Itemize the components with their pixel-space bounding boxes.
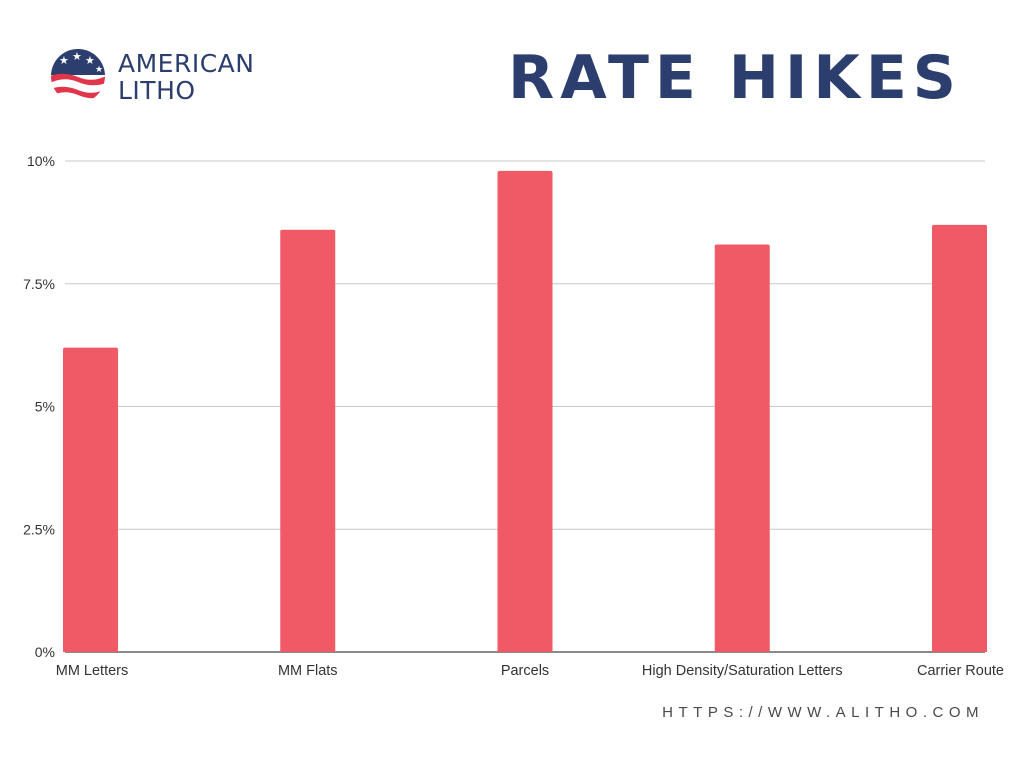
svg-text:★: ★ (59, 54, 69, 67)
y-tick-label: 2.5% (23, 521, 55, 537)
x-tick-label: MM Letters (56, 663, 129, 679)
svg-text:★: ★ (85, 54, 95, 67)
website-url: HTTPS://WWW.ALITHO.COM (662, 704, 984, 721)
rate-hikes-bar-chart: 0% 2.5% 5% 7.5% 10% MM Letters MM Flats Parcels… (23, 153, 1004, 679)
x-tick-label: MM Flats (278, 663, 338, 679)
x-tick-label: High Density/Saturation Letters (642, 663, 843, 679)
x-tick-label: Parcels (501, 663, 549, 679)
american-litho-logo: ★ ★ ★ ★ AMERICAN LITHO (50, 46, 290, 108)
bar (714, 244, 770, 652)
y-tick-label: 10% (27, 153, 55, 169)
y-tick-label: 5% (35, 399, 55, 415)
x-tick-label: Carrier Route (917, 663, 1004, 679)
bar (63, 347, 118, 652)
bar (932, 224, 987, 652)
y-tick-label: 7.5% (23, 276, 55, 292)
logo-line-litho: LITHO (118, 76, 196, 105)
bar (280, 229, 336, 652)
logo-wordmark: AMERICAN LITHO (118, 50, 254, 104)
bar (497, 170, 553, 652)
svg-text:★: ★ (95, 65, 103, 75)
page-title: RATE HIKES (508, 43, 963, 113)
flag-globe-icon: ★ ★ ★ ★ (51, 49, 105, 103)
svg-text:★: ★ (72, 50, 82, 63)
y-tick-label: 0% (35, 644, 55, 660)
logo-line-american: AMERICAN (118, 49, 255, 78)
